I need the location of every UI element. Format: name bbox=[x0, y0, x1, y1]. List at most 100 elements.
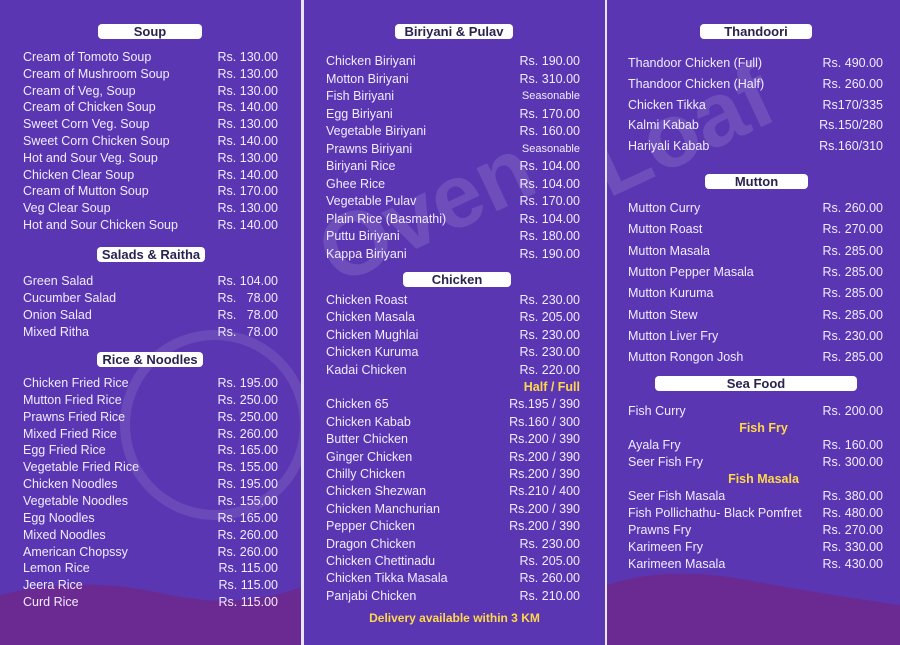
menu-item: Kappa Biriyani Rs. 190.00 bbox=[326, 246, 580, 262]
menu-item: Kadai Chicken Rs. 220.00 bbox=[326, 362, 580, 378]
menu-item: Cream of Mushroom Soup Rs. 130.00 bbox=[23, 66, 278, 82]
item-price: Rs. 104.00 bbox=[519, 159, 580, 173]
item-name: Egg Biriyani bbox=[326, 106, 393, 121]
item-name: Chicken Shezwan bbox=[326, 484, 427, 499]
item-name: Vegetable Biriyani bbox=[326, 124, 427, 138]
menu-item: Ginger Chicken Rs.200 / 390 bbox=[326, 449, 580, 465]
item-price: Rs. 130.00 bbox=[217, 201, 278, 216]
item-price: Rs.160 / 300 bbox=[509, 414, 580, 429]
menu-item: Plain Rice (Basmathi) Rs. 104.00 bbox=[326, 211, 580, 227]
item-name: Kadai Chicken bbox=[326, 362, 407, 377]
item-price: Rs. 270.00 bbox=[822, 523, 883, 537]
item-name: Mutton Curry bbox=[628, 201, 701, 215]
item-name: Mutton Stew bbox=[628, 307, 698, 322]
menu-item: Chicken Kabab Rs.160 / 300 bbox=[326, 414, 580, 430]
item-price: Rs. 78.00 bbox=[217, 307, 278, 322]
item-price: Rs. 285.00 bbox=[822, 307, 883, 322]
menu-item: Chicken Tikka Masala Rs. 260.00 bbox=[326, 570, 580, 586]
item-price: Rs.200 / 390 bbox=[509, 467, 580, 481]
item-price: Rs. 260.00 bbox=[217, 527, 278, 542]
menu-item: Motton Biriyani Rs. 310.00 bbox=[326, 71, 580, 87]
item-price: Rs. 270.00 bbox=[822, 222, 883, 237]
menu-item: Mutton Rongon Josh Rs. 285.00 bbox=[628, 349, 883, 365]
item-name: Motton Biriyani bbox=[326, 71, 409, 86]
item-price: Rs. 380.00 bbox=[822, 489, 883, 503]
item-price: Seasonable bbox=[521, 142, 580, 155]
item-name: Vegetable Fried Rice bbox=[23, 460, 140, 475]
menu-item: Fish Curry Rs. 200.00 bbox=[628, 403, 883, 419]
menu-item: Egg Biriyani Rs. 170.00 bbox=[326, 106, 580, 122]
menu-item: Chicken Shezwan Rs.210 / 400 bbox=[326, 483, 580, 499]
item-name: Mutton Rongon Josh bbox=[628, 350, 744, 365]
menu-item: Hot and Sour Veg. Soup Rs. 130.00 bbox=[23, 150, 278, 166]
item-name: Mutton Fried Rice bbox=[23, 392, 122, 407]
item-price: Rs.200 / 390 bbox=[509, 432, 580, 447]
menu-item: Chilly Chicken Rs.200 / 390 bbox=[326, 466, 580, 482]
item-name: Sweet Corn Veg. Soup bbox=[23, 117, 150, 132]
item-name: Mutton Masala bbox=[628, 243, 710, 258]
menu-panel-left: Soup Cream of Tomoto Soup Rs. 130.00 Cream … bbox=[0, 0, 301, 645]
menu-item: Egg Noodles Rs. 165.00 bbox=[23, 510, 278, 526]
item-name: Mixed Ritha bbox=[23, 324, 89, 339]
item-price: Rs.200 / 390 bbox=[509, 501, 580, 516]
item-name: Ghee Rice bbox=[326, 176, 386, 191]
item-price: Rs. 130.00 bbox=[217, 117, 278, 132]
item-name: Mixed Fried Rice bbox=[23, 426, 117, 441]
menu-item: Panjabi Chicken Rs. 210.00 bbox=[326, 588, 580, 604]
item-name: Hariyali Kabab bbox=[628, 139, 710, 154]
menu-item: Thandoor Chicken (Full) Rs. 490.00 bbox=[628, 55, 883, 71]
item-name: Chicken Manchurian bbox=[326, 501, 440, 516]
item-price: Rs. 230.00 bbox=[519, 536, 580, 551]
menu-item: Biriyani Rice Rs. 104.00 bbox=[326, 158, 580, 174]
item-name: Cream of Mutton Soup bbox=[23, 184, 149, 199]
menu-item: Curd Rice Rs. 115.00 bbox=[23, 594, 278, 610]
section-header: Mutton bbox=[705, 174, 808, 189]
item-price: Rs. 140.00 bbox=[217, 100, 278, 115]
menu-item: Veg Clear Soup Rs. 130.00 bbox=[23, 200, 278, 216]
menu-item: Chicken Kuruma Rs. 230.00 bbox=[326, 344, 580, 360]
item-price: Rs. 260.00 bbox=[822, 201, 883, 215]
item-name: Veg Clear Soup bbox=[23, 201, 111, 216]
menu-item: Prawns Fried Rice Rs. 250.00 bbox=[23, 409, 278, 425]
item-price: Rs. 140.00 bbox=[217, 134, 278, 148]
item-price: Rs. 250.00 bbox=[217, 392, 278, 407]
item-name: Mutton Pepper Masala bbox=[628, 264, 754, 279]
item-name: Cream of Veg, Soup bbox=[23, 83, 136, 98]
item-name: Chicken Roast bbox=[326, 293, 408, 307]
item-name: Chicken Tikka bbox=[628, 97, 706, 112]
item-name: Prawns Biriyani bbox=[326, 141, 413, 156]
item-name: Fish Pollichathu- Black Pomfret bbox=[628, 506, 802, 520]
item-price: Rs. 310.00 bbox=[519, 71, 580, 86]
item-name: Fish Curry bbox=[628, 404, 686, 418]
item-name: Ayala Fry bbox=[628, 438, 681, 452]
menu-item: Green Salad Rs. 104.00 bbox=[23, 273, 278, 289]
item-name: Prawns Fry bbox=[628, 523, 692, 537]
item-price: Rs. 140.00 bbox=[217, 167, 278, 182]
item-price: Rs. 330.00 bbox=[822, 540, 883, 554]
item-name: Biriyani Rice bbox=[326, 159, 396, 173]
menu-item: Lemon Rice Rs. 115.00 bbox=[23, 560, 278, 576]
section-header: Biriyani & Pulav bbox=[395, 24, 513, 39]
item-price: Rs. 104.00 bbox=[519, 211, 580, 226]
item-price: Rs. 230.00 bbox=[519, 327, 580, 342]
menu-item: Chicken Tikka Rs170/335 bbox=[628, 97, 883, 113]
item-name: Chicken Kabab bbox=[326, 414, 411, 429]
item-name: Ginger Chicken bbox=[326, 449, 413, 464]
menu-item: Fish Pollichathu- Black Pomfret Rs. 480.0… bbox=[628, 505, 883, 521]
item-price: Rs. 104.00 bbox=[519, 176, 580, 191]
item-price: Rs. 130.00 bbox=[217, 83, 278, 98]
item-price: Rs. 230.00 bbox=[822, 328, 883, 343]
item-name: Mutton Roast bbox=[628, 222, 703, 237]
menu-item: Hot and Sour Chicken Soup Rs. 140.00 bbox=[23, 217, 278, 233]
bottom-wave bbox=[607, 573, 900, 645]
item-name: Mutton Liver Fry bbox=[628, 328, 719, 343]
item-price: Rs. 210.00 bbox=[519, 588, 580, 603]
menu-item: Chicken Fried Rice Rs. 195.00 bbox=[23, 375, 278, 391]
menu-item: Chicken Mughlai Rs. 230.00 bbox=[326, 327, 580, 343]
menu-item: Fish Biriyani Seasonable bbox=[326, 88, 580, 104]
item-price: Rs. 104.00 bbox=[217, 274, 278, 288]
menu-item: Vegetable Fried Rice Rs. 155.00 bbox=[23, 459, 278, 475]
item-price: Rs. 190.00 bbox=[519, 54, 580, 68]
item-name: Karimeen Masala bbox=[628, 557, 726, 571]
item-name: Cucumber Salad bbox=[23, 290, 117, 305]
